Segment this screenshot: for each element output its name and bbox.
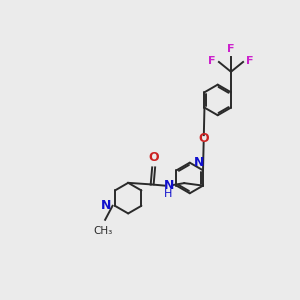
Text: O: O <box>198 133 209 146</box>
Text: O: O <box>148 151 159 164</box>
Text: N: N <box>100 199 111 212</box>
Text: N: N <box>194 156 204 169</box>
Text: F: F <box>227 44 235 54</box>
Text: H: H <box>164 189 172 199</box>
Text: F: F <box>208 56 216 65</box>
Text: F: F <box>246 56 253 65</box>
Text: N: N <box>164 179 174 192</box>
Text: CH₃: CH₃ <box>93 226 113 236</box>
